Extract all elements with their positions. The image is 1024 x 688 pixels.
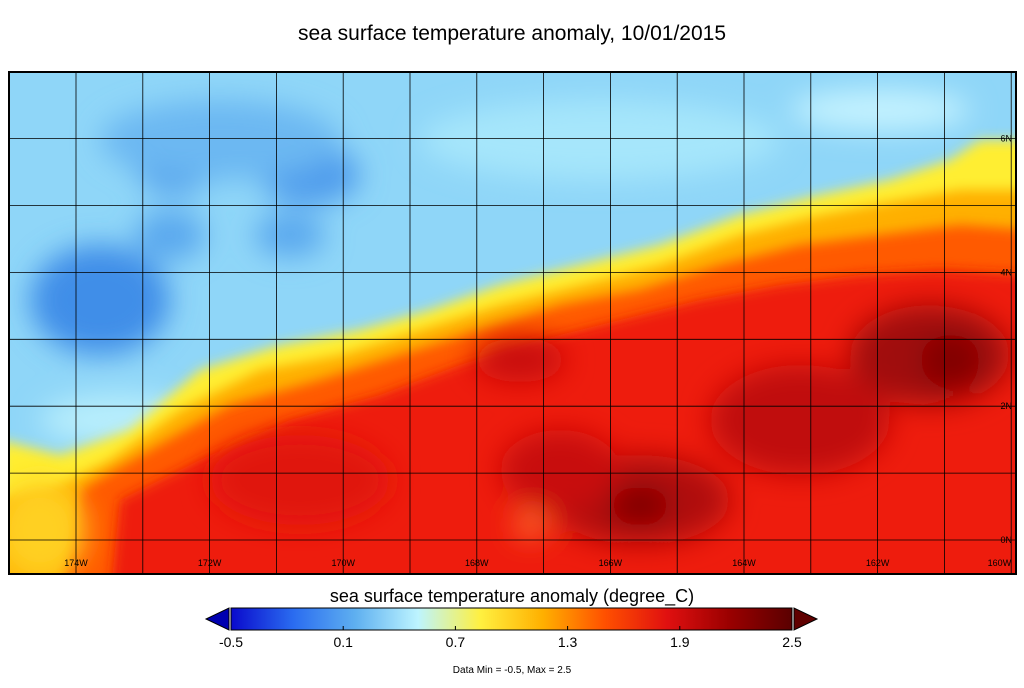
- map-frame: [8, 71, 1017, 575]
- y-tick-label: 6N: [1000, 134, 1012, 144]
- x-tick-label: 170W: [331, 558, 355, 568]
- colorbar-tick-label: 1.3: [558, 634, 578, 650]
- map-field: [9, 72, 1016, 574]
- y-tick-label: 0N: [1000, 535, 1012, 545]
- colorbar-tick-label: 2.5: [782, 634, 802, 650]
- x-tick-label: 174W: [64, 558, 88, 568]
- x-tick-label: 166W: [599, 558, 623, 568]
- y-tick-label: 2N: [1000, 401, 1012, 411]
- y-tick-label: 4N: [1000, 267, 1012, 277]
- colorbar-under-arrow: [204, 607, 230, 631]
- chart-title: sea surface temperature anomaly, 10/01/2…: [297, 22, 727, 45]
- graticule: [9, 72, 1016, 574]
- x-tick-label: 168W: [465, 558, 489, 568]
- colorbar-tick-label: 0.7: [446, 634, 466, 650]
- colorbar-tick-label: 0.1: [333, 634, 353, 650]
- y-tick-labels: 0N 2N 4N 6N: [1000, 134, 1012, 545]
- colorbar-tick-labels: -0.5 0.1 0.7 1.3 1.9 2.5: [219, 626, 802, 650]
- x-tick-label: 164W: [732, 558, 756, 568]
- data-range-note: Data Min = -0.5, Max = 2.5: [452, 665, 572, 676]
- colorbar-title: sea surface temperature anomaly (degree_…: [329, 586, 695, 606]
- x-tick-labels: 174W 172W 170W 168W 166W 164W 162W 160W: [64, 558, 1011, 568]
- colorbar-over-arrow: [793, 607, 819, 631]
- x-tick-label: 172W: [198, 558, 222, 568]
- colorbar-tick-label: 1.9: [670, 634, 690, 650]
- x-tick-label: 160W: [988, 558, 1012, 568]
- colorbar-tick-label: -0.5: [219, 634, 243, 650]
- colorbar-gradient: [230, 607, 793, 631]
- x-tick-label: 162W: [866, 558, 890, 568]
